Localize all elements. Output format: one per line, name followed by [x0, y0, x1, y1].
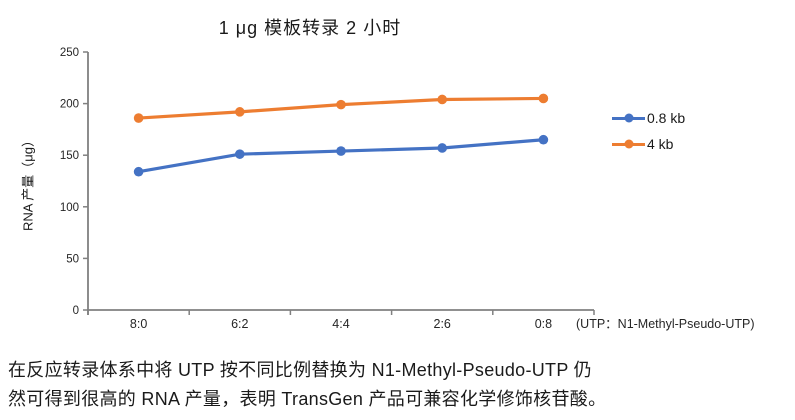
caption-line-2: 然可得到很高的 RNA 产量，表明 TransGen 产品可兼容化学修饰核苷酸。 [8, 389, 607, 409]
y-tick-label: 0 [73, 305, 79, 317]
data-point [235, 107, 245, 117]
legend-item-4-kb: 4 kb [612, 134, 685, 154]
x-category-label: 8:0 [130, 317, 147, 331]
data-point [133, 113, 144, 123]
caption: 在反应转录体系中将 UTP 按不同比例替换为 N1-Methyl-Pseudo-… [8, 356, 788, 414]
x-category-label: 0:8 [535, 317, 552, 331]
data-point [538, 134, 549, 145]
data-point [538, 93, 549, 104]
y-tick-label: 150 [60, 150, 79, 162]
y-tick-label: 100 [60, 202, 79, 214]
legend: 0.8 kb 4 kb [612, 108, 685, 154]
x-axis-note: (UTP：N1-Methyl-Pseudo-UTP) [576, 317, 755, 331]
legend-marker-icon [612, 139, 645, 149]
y-tick-label: 50 [66, 253, 79, 265]
data-point [133, 166, 144, 177]
data-point [437, 94, 448, 105]
data-point [235, 149, 245, 159]
legend-label: 4 kb [647, 136, 674, 152]
line-chart: 0 50 100 150 200 250 8:0 6:2 4:4 2:6 0:8 (UTP：N1-Me… [60, 47, 755, 331]
x-category-label: 4:4 [332, 317, 349, 331]
chart-title: 1 μg 模板转录 2 小时 [218, 18, 402, 38]
y-tick-label: 200 [60, 99, 79, 111]
data-point [336, 99, 346, 110]
x-category-label: 2:6 [434, 317, 451, 331]
x-category-label: 6:2 [231, 317, 248, 331]
caption-line-1: 在反应转录体系中将 UTP 按不同比例替换为 N1-Methyl-Pseudo-… [8, 360, 592, 380]
data-point [336, 146, 346, 156]
legend-item-0.8-kb: 0.8 kb [612, 108, 685, 128]
legend-marker-icon [612, 113, 645, 123]
data-point [437, 143, 448, 153]
y-tick-label: 250 [60, 47, 79, 59]
legend-label: 0.8 kb [647, 110, 686, 126]
